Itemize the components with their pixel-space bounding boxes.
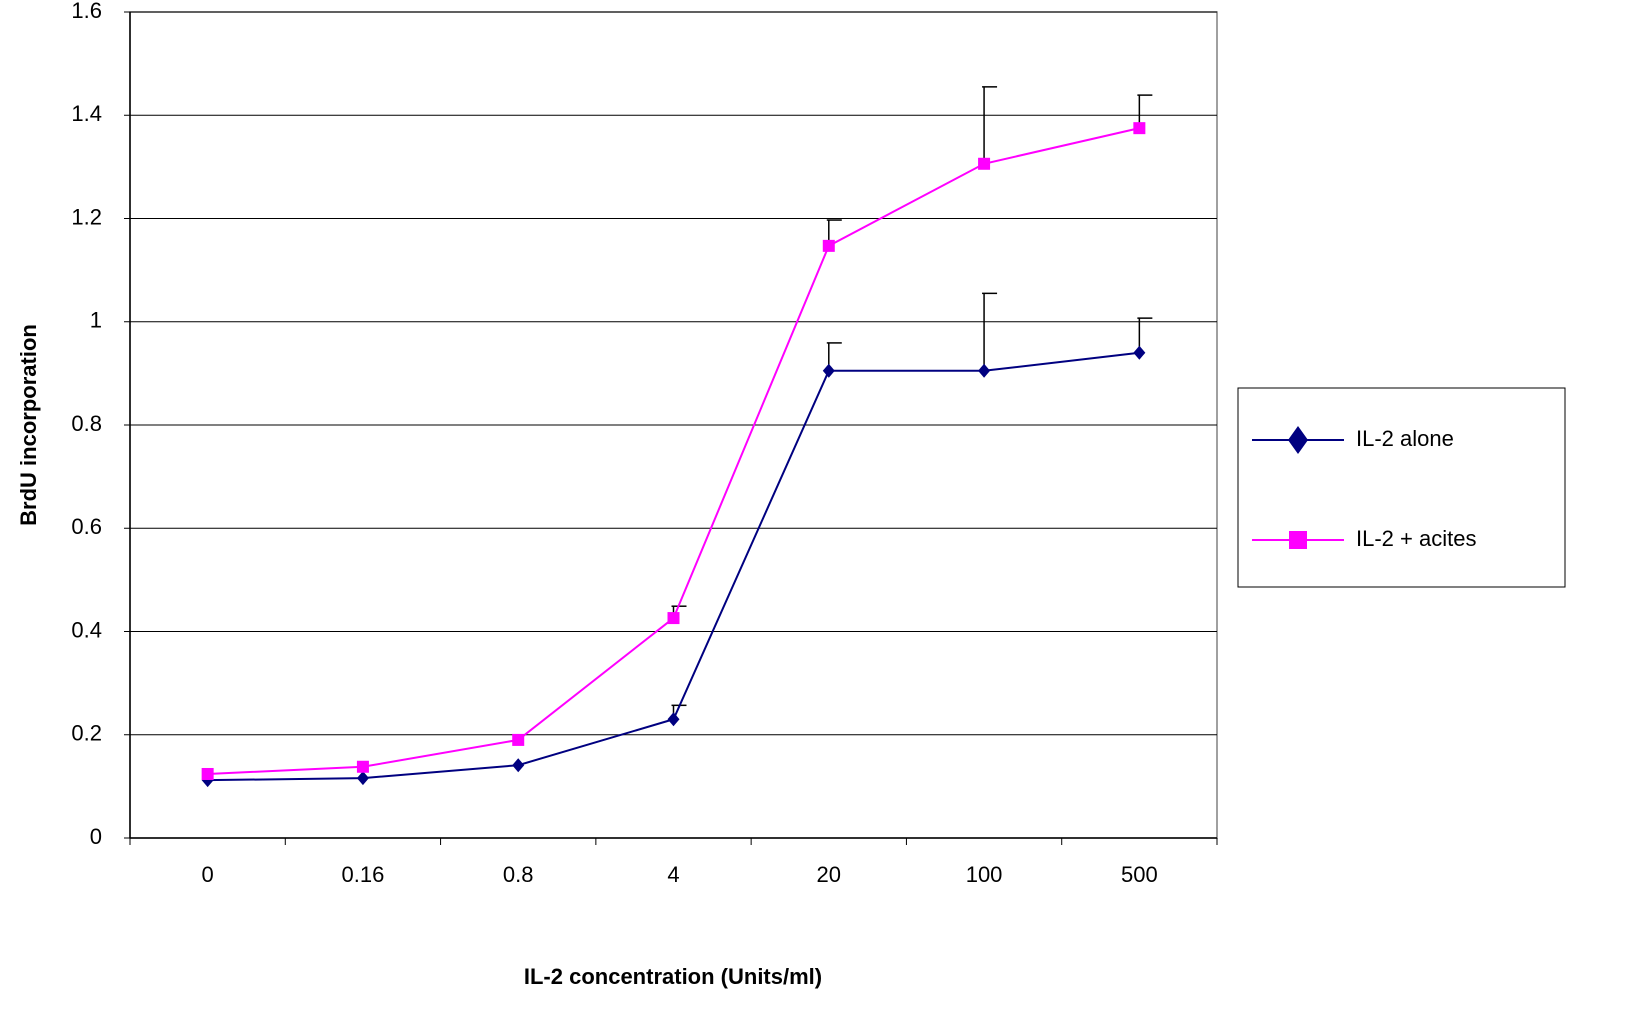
y-tick-label: 0.8 <box>71 411 102 436</box>
y-tick-label: 1.4 <box>71 101 102 126</box>
x-tick-label: 0 <box>202 862 214 887</box>
series-line <box>207 127 1140 775</box>
x-tick-label: 0.16 <box>342 862 385 887</box>
legend-marker <box>1289 531 1307 549</box>
x-axis-title: IL-2 concentration (Units/ml) <box>524 964 822 989</box>
y-axis-title: BrdU incorporation <box>16 324 41 526</box>
y-tick-label: 0.6 <box>71 514 102 539</box>
data-point <box>1133 345 1146 360</box>
data-point <box>201 767 214 780</box>
y-tick-label: 1.6 <box>71 0 102 23</box>
data-point <box>822 363 835 378</box>
legend <box>1237 387 1566 588</box>
data-point <box>512 758 525 773</box>
legend-label: IL-2 alone <box>1356 426 1454 451</box>
data-point <box>667 612 680 625</box>
data-point <box>978 363 991 378</box>
y-tick-label: 0 <box>90 824 102 849</box>
data-point <box>822 239 835 252</box>
data-point <box>512 733 525 746</box>
x-tick-label: 4 <box>667 862 679 887</box>
data-point <box>356 771 369 786</box>
legend-label: IL-2 + acites <box>1356 526 1476 551</box>
data-point <box>356 760 369 773</box>
data-point <box>667 712 680 727</box>
y-tick-label: 1 <box>90 308 102 333</box>
y-tick-label: 0.2 <box>71 721 102 746</box>
y-tick-label: 1.2 <box>71 204 102 229</box>
x-tick-label: 0.8 <box>503 862 534 887</box>
y-tick-label: 0.4 <box>71 617 102 642</box>
legend-marker <box>1288 426 1308 454</box>
x-tick-label: 20 <box>817 862 841 887</box>
x-tick-label: 500 <box>1121 862 1158 887</box>
x-tick-label: 100 <box>966 862 1003 887</box>
data-point <box>978 157 991 170</box>
data-point <box>1133 122 1146 135</box>
